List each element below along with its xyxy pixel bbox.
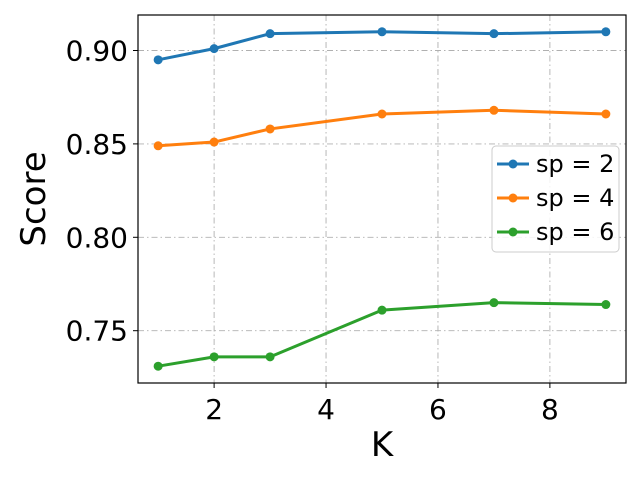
- series-3: [153, 298, 611, 371]
- data-point: [377, 109, 387, 119]
- data-point: [489, 298, 499, 308]
- legend: sp = 2 sp = 4 sp = 6: [491, 145, 620, 253]
- y-tick-label: 0.75: [66, 315, 128, 348]
- series-line: [156, 301, 608, 368]
- data-point: [601, 109, 611, 119]
- legend-marker: [508, 227, 518, 237]
- legend-box: [491, 145, 620, 253]
- y-tick-label: 0.80: [66, 221, 128, 254]
- x-tick-label: 4: [317, 393, 335, 426]
- legend-item: sp = 4: [497, 184, 614, 212]
- data-point: [153, 141, 163, 151]
- series-line: [156, 30, 608, 62]
- legend-label: sp = 4: [536, 184, 614, 212]
- legend-marker: [508, 193, 518, 203]
- legend-label: sp = 2: [536, 150, 614, 178]
- y-tick-label: 0.90: [66, 34, 128, 67]
- data-point: [601, 300, 611, 310]
- series-1: [153, 27, 611, 65]
- data-point: [265, 29, 275, 39]
- legend-marker: [508, 159, 518, 169]
- data-point: [265, 124, 275, 134]
- series-2: [153, 105, 611, 151]
- y-tick-label: 0.85: [66, 128, 128, 161]
- data-point: [209, 44, 219, 54]
- data-point: [265, 352, 275, 362]
- legend-item: sp = 6: [497, 218, 614, 246]
- axis-ticks: 2 4 6 8 0.75 0.80 0.85 0.90: [66, 34, 559, 426]
- series-group: [153, 27, 611, 371]
- data-point: [601, 27, 611, 37]
- data-point: [489, 29, 499, 39]
- legend-label: sp = 6: [536, 218, 614, 246]
- x-tick-label: 8: [541, 393, 559, 426]
- data-point: [489, 105, 499, 115]
- x-axis-label: K: [371, 425, 395, 465]
- series-line: [156, 108, 608, 148]
- data-point: [209, 137, 219, 147]
- x-tick-label: 2: [205, 393, 223, 426]
- data-point: [153, 55, 163, 65]
- plot-frame: [137, 14, 627, 384]
- y-axis-label: Score: [14, 151, 54, 246]
- x-tick-label: 6: [429, 393, 447, 426]
- data-point: [377, 305, 387, 315]
- data-point: [377, 27, 387, 37]
- data-point: [209, 352, 219, 362]
- data-point: [153, 361, 163, 371]
- legend-item: sp = 2: [497, 150, 614, 178]
